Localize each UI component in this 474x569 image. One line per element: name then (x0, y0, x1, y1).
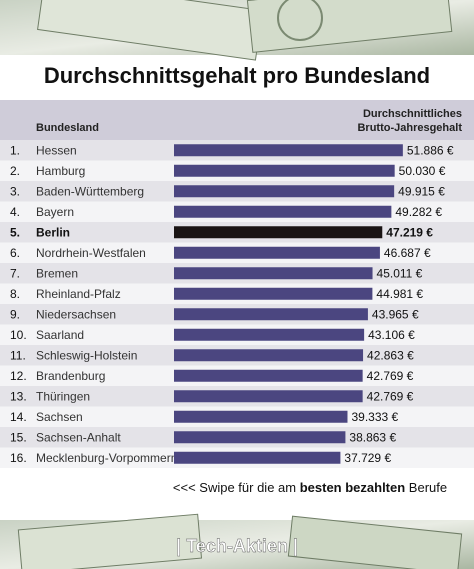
value-label: 51.886 € (407, 143, 454, 157)
category-label: Rheinland-Pfalz (36, 287, 121, 301)
bar (174, 328, 365, 341)
category-label: Baden-Württemberg (36, 184, 144, 198)
bar (174, 185, 395, 198)
category-label: Schleswig-Holstein (36, 348, 137, 362)
value-label: 42.863 € (367, 348, 414, 362)
bar (174, 390, 363, 403)
value-label: 47.219 € (386, 225, 433, 239)
rank: 9. (10, 307, 20, 321)
chart-title: Durchschnittsgehalt pro Bundesland (44, 63, 430, 88)
category-header: Bundesland (36, 122, 99, 134)
footer-text: <<< Swipe für die am (173, 480, 300, 495)
rank: 2. (10, 164, 20, 178)
category-label: Nordrhein-Westfalen (36, 246, 146, 260)
value-label: 42.769 € (367, 389, 414, 403)
bar (174, 164, 395, 177)
rank: 14. (10, 410, 27, 424)
bar (174, 267, 373, 280)
category-label: Sachsen (36, 410, 83, 424)
value-label: 37.729 € (344, 451, 391, 465)
category-label: Thüringen (36, 389, 90, 403)
bar (174, 369, 363, 382)
bar (174, 431, 346, 444)
bar (174, 205, 392, 218)
bar (174, 287, 373, 300)
category-label: Hamburg (36, 164, 85, 178)
rank: 7. (10, 266, 20, 280)
value-label: 49.282 € (395, 205, 442, 219)
rank: 8. (10, 287, 20, 301)
rank: 10. (10, 328, 27, 342)
rank: 1. (10, 143, 20, 157)
category-label: Bayern (36, 205, 74, 219)
rank: 4. (10, 205, 20, 219)
value-label: 43.106 € (368, 328, 415, 342)
value-label: 38.863 € (349, 430, 396, 444)
bottom-banner (0, 513, 474, 569)
category-label: Bremen (36, 266, 78, 280)
bar (174, 451, 341, 464)
brand: | Tech-Aktien | (176, 536, 298, 556)
category-label: Mecklenburg-Vorpommern (36, 451, 177, 465)
rows: 1. Hessen 51.886 € 2. Hamburg 50.030 € 3. Baden… (0, 140, 474, 468)
footer-note: <<< Swipe für die am besten bezahlten Be… (173, 480, 447, 495)
value-label: 45.011 € (377, 266, 423, 280)
rank: 12. (10, 369, 27, 383)
bar (174, 349, 364, 362)
bar (174, 144, 403, 157)
rank: 5. (10, 225, 20, 239)
value-label: 49.915 € (398, 184, 445, 198)
value-header: Durchschnittliches (363, 108, 462, 120)
value-label: 39.333 € (351, 410, 398, 424)
footer-text: besten bezahlten (300, 480, 406, 495)
rank: 6. (10, 246, 20, 260)
value-label: 42.769 € (367, 369, 414, 383)
category-label: Niedersachsen (36, 307, 116, 321)
bar (174, 410, 348, 423)
footer-text: Berufe (405, 480, 447, 495)
category-label: Saarland (36, 328, 84, 342)
category-label: Sachsen-Anhalt (36, 430, 121, 444)
value-label: 50.030 € (399, 164, 446, 178)
rank: 11. (10, 348, 26, 362)
value-label: 43.965 € (372, 307, 419, 321)
category-label: Hessen (36, 143, 77, 157)
rank: 15. (10, 430, 27, 444)
bar (174, 226, 383, 239)
bar (174, 246, 380, 259)
bar (174, 308, 368, 321)
rank: 3. (10, 184, 20, 198)
category-label: Brandenburg (36, 369, 105, 383)
category-label: Berlin (36, 225, 70, 239)
rank: 16. (10, 451, 27, 465)
top-banner (0, 0, 474, 61)
value-header: Brutto-Jahresgehalt (357, 122, 462, 134)
value-label: 46.687 € (384, 246, 431, 260)
table-header (0, 100, 474, 140)
rank: 13. (10, 389, 27, 403)
value-label: 44.981 € (376, 287, 423, 301)
